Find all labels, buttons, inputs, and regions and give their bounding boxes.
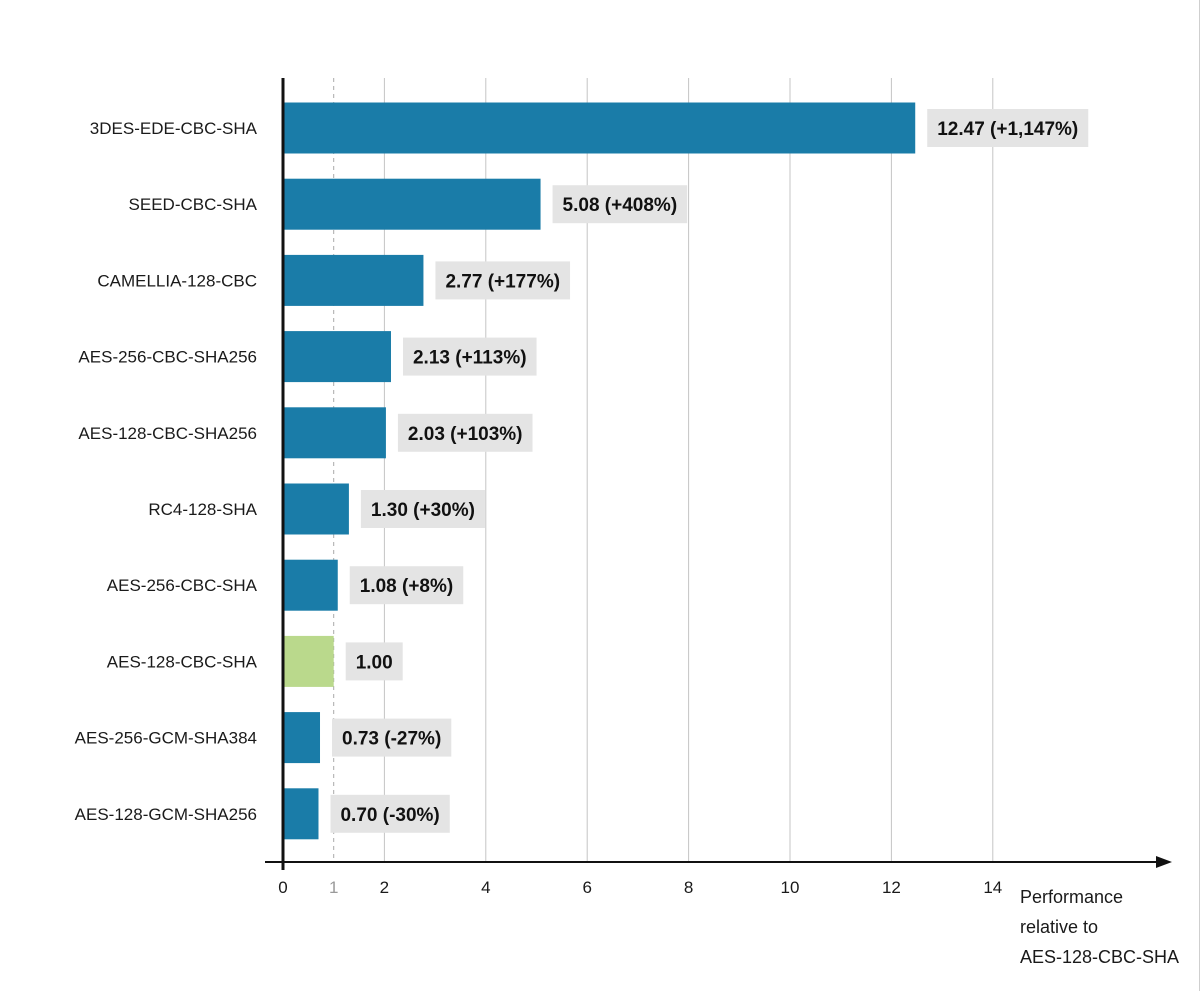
bar xyxy=(283,102,916,154)
x-axis-title: Performance relative to AES-128-CBC-SHA xyxy=(1020,887,1179,967)
data-label-text: 2.13 (+113%) xyxy=(413,348,527,369)
data-label: 2.77 (+177%) xyxy=(435,261,571,300)
category-label: AES-128-GCM-SHA256 xyxy=(75,805,257,824)
data-label-text: 1.00 xyxy=(356,652,393,673)
bars: 12.47 (+1,147%) 5.08 (+408%) 2.77 (+177%) 2… xyxy=(283,102,1089,840)
bar xyxy=(283,788,319,840)
data-label-text: 2.77 (+177%) xyxy=(445,271,560,292)
x-axis-arrowhead xyxy=(1156,856,1172,868)
x-tick-label: 0 xyxy=(278,878,287,897)
data-label-bg xyxy=(435,261,571,300)
data-label-bg xyxy=(330,794,450,833)
data-label-text: 5.08 (+408%) xyxy=(563,195,678,216)
data-label-text: 12.47 (+1,147%) xyxy=(937,119,1078,140)
data-label: 2.13 (+113%) xyxy=(402,337,537,376)
category-labels: 3DES-EDE-CBC-SHA SEED-CBC-SHA CAMELLIA-128… xyxy=(75,119,258,824)
bar xyxy=(283,178,541,230)
bar-baseline xyxy=(283,635,334,687)
axes xyxy=(265,78,1172,870)
data-label-text: 1.30 (+30%) xyxy=(371,500,475,521)
data-label-bg xyxy=(349,566,464,605)
x-tick-label: 8 xyxy=(684,878,693,897)
data-label-text: 1.08 (+8%) xyxy=(360,576,453,597)
data-label-bg xyxy=(360,490,485,528)
category-label: AES-128-CBC-SHA256 xyxy=(78,424,257,443)
category-label: RC4-128-SHA xyxy=(148,500,257,519)
data-label: 1.30 (+30%) xyxy=(360,490,485,528)
data-label: 5.08 (+408%) xyxy=(552,185,688,224)
category-label: AES-256-CBC-SHA xyxy=(107,576,258,595)
data-label: 0.70 (-30%) xyxy=(330,794,450,833)
bar xyxy=(283,559,338,611)
bar xyxy=(283,407,386,459)
data-label: 1.00 xyxy=(345,642,403,681)
category-label: AES-256-GCM-SHA384 xyxy=(75,729,257,748)
x-tick-labels: 0 1 2 4 6 8 10 12 14 xyxy=(278,878,1002,897)
x-tick-label: 1 xyxy=(329,878,338,897)
category-label: 3DES-EDE-CBC-SHA xyxy=(90,119,258,138)
x-tick-label: 2 xyxy=(380,878,389,897)
bar xyxy=(283,712,321,764)
data-label-text: 2.03 (+103%) xyxy=(408,424,523,445)
bar xyxy=(283,331,391,383)
bar xyxy=(283,254,424,306)
data-label: 1.08 (+8%) xyxy=(349,566,464,605)
x-axis-title-line-1: Performance xyxy=(1020,887,1123,907)
data-label-bg xyxy=(345,642,403,681)
bar xyxy=(283,483,349,535)
data-label: 12.47 (+1,147%) xyxy=(927,109,1089,147)
data-label-bg xyxy=(397,413,533,452)
category-label: AES-256-CBC-SHA256 xyxy=(78,348,257,367)
data-label-bg xyxy=(552,185,688,224)
category-label: SEED-CBC-SHA xyxy=(129,195,258,214)
gridlines xyxy=(333,78,994,862)
category-label: CAMELLIA-128-CBC xyxy=(97,271,257,290)
data-label: 0.73 (-27%) xyxy=(332,718,452,757)
data-label-bg xyxy=(402,337,537,376)
x-axis-title-line-3: AES-128-CBC-SHA xyxy=(1020,947,1179,967)
data-label-text: 0.73 (-27%) xyxy=(342,729,441,750)
category-label: AES-128-CBC-SHA xyxy=(107,652,258,671)
data-label-bg xyxy=(927,109,1089,147)
x-tick-label: 4 xyxy=(481,878,490,897)
data-label-bg xyxy=(332,718,452,757)
x-tick-label: 14 xyxy=(983,878,1002,897)
x-tick-label: 12 xyxy=(882,878,901,897)
data-label: 2.03 (+103%) xyxy=(397,413,533,452)
x-axis-title-line-2: relative to xyxy=(1020,917,1098,937)
x-tick-label: 6 xyxy=(582,878,591,897)
data-label-text: 0.70 (-30%) xyxy=(340,805,439,826)
x-tick-label: 10 xyxy=(781,878,800,897)
